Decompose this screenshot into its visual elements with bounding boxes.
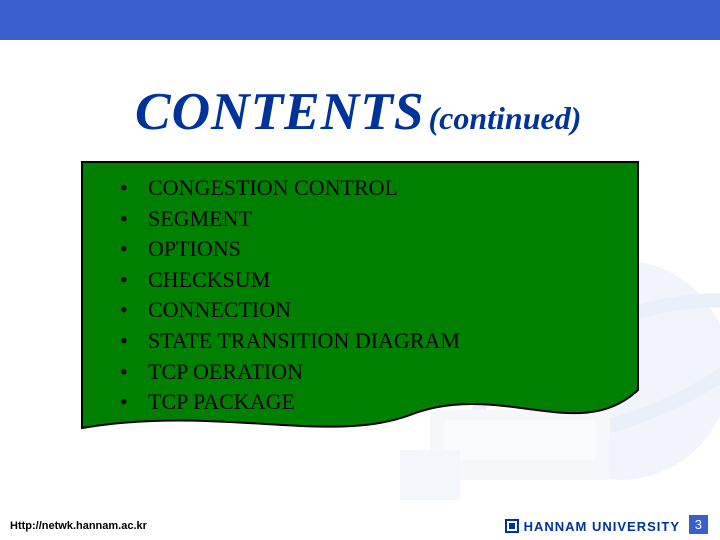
footer-org: HANNAM UNIVERSITY: [524, 519, 680, 534]
content-list: CONGESTION CONTROL SEGMENT OPTIONS CHECK…: [120, 174, 460, 419]
content-box: CONGESTION CONTROL SEGMENT OPTIONS CHECK…: [80, 160, 640, 440]
footer-url: Http://netwk.hannam.ac.kr: [10, 520, 147, 532]
list-item: TCP PACKAGE: [120, 388, 460, 417]
title-subtitle: (continued): [428, 100, 581, 136]
slide: CONTENTS (continued) CONGESTION CONTROL …: [0, 0, 720, 540]
list-item: CONGESTION CONTROL: [120, 174, 460, 203]
list-item: STATE TRANSITION DIAGRAM: [120, 327, 460, 356]
slide-title: CONTENTS (continued): [135, 80, 581, 142]
footer: Http://netwk.hannam.ac.kr HANNAM UNIVERS…: [0, 510, 720, 540]
top-bar: [0, 0, 720, 40]
title-main: CONTENTS: [135, 81, 424, 141]
list-item: OPTIONS: [120, 235, 460, 264]
list-item: CONNECTION: [120, 296, 460, 325]
university-logo-icon: [504, 518, 520, 534]
page-number: 3: [689, 515, 708, 534]
list-item: CHECKSUM: [120, 266, 460, 295]
list-item: SEGMENT: [120, 205, 460, 234]
list-item: TCP OERATION: [120, 358, 460, 387]
